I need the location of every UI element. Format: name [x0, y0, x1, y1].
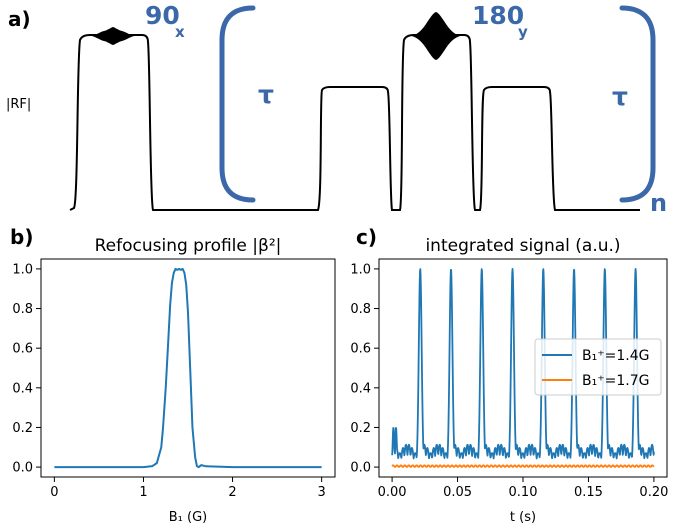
panel-b: b) Refocusing profile |β²| B₁ (G) 0 1 2 3 0.…	[10, 225, 336, 525]
legend-label-series-2: B₁⁺=1.7G	[582, 373, 649, 389]
panel-a-letter: a)	[8, 7, 31, 31]
pulse-2-oscillation	[412, 12, 460, 60]
panel-b-xtick-label: 2	[228, 485, 236, 500]
panel-b-xtick-label: 3	[317, 485, 325, 500]
panel-c-letter: c)	[356, 225, 377, 249]
panel-c-series-2-line	[391, 464, 655, 468]
panel-a: a) |RF| 90 x 180 y τ τ n	[6, 1, 667, 217]
pulse-1-angle-label: 90	[145, 1, 180, 30]
panel-c-series	[391, 268, 655, 468]
tau-left-label: τ	[258, 80, 274, 109]
panel-b-xlabel: B₁ (G)	[169, 510, 207, 525]
panel-c-title: integrated signal (a.u.)	[425, 236, 620, 256]
panel-b-series-line	[54, 267, 322, 469]
panel-c-ytick-label: 0.4	[350, 381, 371, 396]
panel-b-ytick-label: 0.6	[12, 342, 33, 357]
panel-b-xtick-label: 0	[50, 485, 58, 500]
rf-pulse-sequence-trace	[69, 34, 640, 211]
tau-right-label: τ	[612, 82, 628, 111]
panel-c: c) integrated signal (a.u.) t (s) 0.00 0.…	[350, 225, 668, 525]
panel-b-letter: b)	[10, 225, 33, 249]
pulse-1-oscillation	[92, 27, 134, 45]
right-bracket	[619, 5, 656, 203]
panel-c-ytick-label: 0.8	[350, 302, 371, 317]
panel-b-frame	[40, 258, 336, 478]
panel-b-ytick-label: 1.0	[12, 262, 33, 277]
rf-axis-label: |RF|	[6, 97, 31, 112]
panel-c-xtick-label: 0.20	[639, 485, 668, 500]
pulse-2-phase-label: y	[518, 23, 528, 41]
panel-c-ytick-label: 0.6	[350, 342, 371, 357]
left-bracket	[219, 5, 256, 203]
panel-c-xtick-label: 0.05	[443, 485, 472, 500]
pulse-1-phase-label: x	[175, 23, 185, 41]
panel-b-ytick-label: 0.8	[12, 302, 33, 317]
panel-c-xtick-label: 0.10	[509, 485, 538, 500]
panel-b-title: Refocusing profile |β²|	[95, 236, 282, 256]
panel-b-xtick-label: 1	[139, 485, 147, 500]
panel-c-xlabel: t (s)	[510, 510, 536, 525]
panel-c-series-1-line	[391, 268, 655, 460]
repeat-count-label: n	[650, 189, 667, 217]
panel-c-legend: B₁⁺=1.4G B₁⁺=1.7G	[534, 338, 662, 396]
panel-c-ytick-label: 0.2	[350, 421, 371, 436]
panel-b-ticks: 0 1 2 3 0.0 0.2 0.4 0.6 0.8 1.0	[12, 262, 325, 500]
panel-c-xtick-label: 0.00	[378, 485, 407, 500]
panel-b-ytick-label: 0.2	[12, 421, 33, 436]
legend-label-series-1: B₁⁺=1.4G	[582, 348, 649, 364]
panel-c-ticks: 0.00 0.05 0.10 0.15 0.20 0.0 0.2 0.4 0.6 0.8 1.0	[350, 262, 668, 500]
panel-b-series	[54, 267, 322, 469]
panel-b-ytick-label: 0.4	[12, 381, 33, 396]
pulse-2-angle-label: 180	[472, 1, 524, 30]
panel-b-ytick-label: 0.0	[12, 461, 33, 476]
panel-c-xtick-label: 0.15	[574, 485, 603, 500]
panel-c-ytick-label: 0.0	[350, 461, 371, 476]
panel-c-ytick-label: 1.0	[350, 262, 371, 277]
